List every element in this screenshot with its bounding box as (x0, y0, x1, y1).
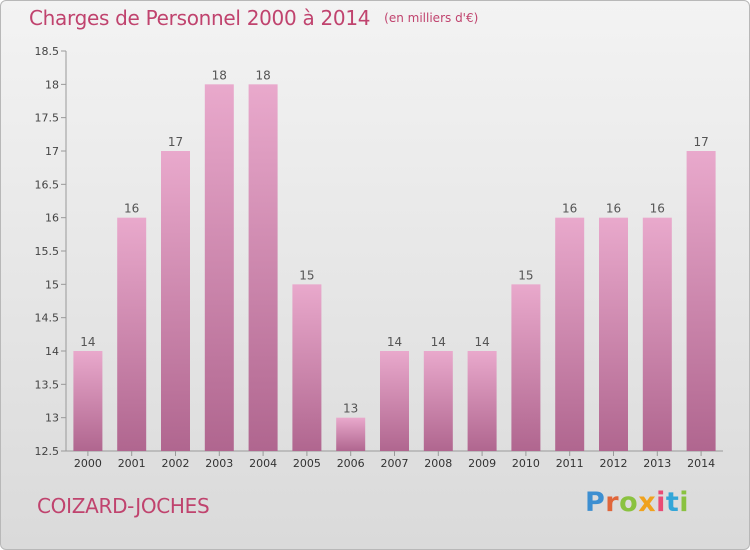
data-label: 14 (474, 335, 489, 349)
y-axis: 12.5 13 13.5 14 14.5 15 15.5 16 16.5 17 17.5 18 18.5 (35, 45, 67, 458)
x-tick-label: 2014 (687, 457, 715, 470)
y-tick-label: 15.5 (35, 245, 60, 258)
y-tick-label: 12.5 (35, 445, 60, 458)
data-label: 14 (431, 335, 446, 349)
data-label: 17 (168, 135, 183, 149)
bar-2013 (642, 217, 672, 451)
y-tick-label: 14.5 (35, 312, 60, 325)
bar-2007 (380, 351, 409, 451)
data-label: 15 (518, 268, 533, 282)
data-label: 17 (693, 135, 708, 149)
data-label: 18 (255, 68, 270, 82)
y-tick-label: 18 (45, 78, 59, 91)
bar-2001 (117, 217, 147, 451)
x-tick-label: 2011 (556, 457, 584, 470)
y-tick-label: 14 (45, 345, 59, 358)
bar-2008 (423, 351, 453, 451)
y-tick-label: 16.5 (35, 178, 60, 191)
bar-2003 (204, 84, 234, 451)
chart-title: Charges de Personnel 2000 à 2014 (29, 6, 371, 30)
y-tick-label: 17.5 (35, 112, 60, 125)
y-tick-label: 17 (45, 145, 59, 158)
bar-2004 (248, 84, 278, 451)
data-label: 16 (562, 202, 577, 216)
y-tick-label: 18.5 (35, 45, 60, 58)
data-label: 16 (650, 202, 665, 216)
x-tick-label: 2009 (468, 457, 496, 470)
data-label: 14 (80, 335, 95, 349)
x-tick-label: 2003 (205, 457, 233, 470)
y-tick-label: 13 (45, 412, 59, 425)
bar-2009 (467, 351, 497, 451)
x-tick-label: 2000 (74, 457, 102, 470)
bar-2006 (336, 417, 366, 451)
y-tick-label: 13.5 (35, 378, 60, 391)
data-labels: 14 16 17 18 18 15 13 14 14 14 15 16 16 16 17 (80, 68, 708, 415)
data-label: 13 (343, 402, 358, 416)
x-tick-label: 2001 (118, 457, 146, 470)
x-tick-label: 2007 (381, 457, 409, 470)
title-row: Charges de Personnel 2000 à 2014 (en mill… (29, 6, 478, 30)
x-tick-label: 2012 (600, 457, 628, 470)
data-label: 14 (387, 335, 402, 349)
commune-name: COIZARD-JOCHES (37, 494, 210, 518)
bar-2010 (511, 284, 541, 451)
bar-2011 (555, 217, 585, 451)
x-tick-label: 2004 (249, 457, 277, 470)
bar-2012 (599, 217, 628, 451)
x-tick-label: 2006 (337, 457, 365, 470)
data-label: 15 (299, 268, 314, 282)
data-label: 18 (212, 68, 227, 82)
data-label: 16 (124, 202, 139, 216)
y-tick-label: 15 (45, 278, 59, 291)
bar-2005 (292, 284, 322, 451)
data-label: 16 (606, 202, 621, 216)
bar-2000 (73, 351, 103, 451)
proxiti-logo[interactable]: Proxiti (585, 487, 690, 518)
x-tick-label: 2005 (293, 457, 321, 470)
x-tick-label: 2013 (643, 457, 671, 470)
x-axis: 2000 2001 2002 2003 2004 2005 2006 2007 2008 2009… (66, 450, 723, 470)
bars (73, 84, 716, 451)
bar-2002 (161, 151, 190, 451)
chart-unit: (en milliers d'€) (384, 11, 479, 25)
x-tick-label: 2008 (424, 457, 452, 470)
bar-2014 (686, 151, 716, 451)
x-tick-label: 2010 (512, 457, 540, 470)
y-tick-label: 16 (45, 212, 59, 225)
x-tick-label: 2002 (162, 457, 190, 470)
